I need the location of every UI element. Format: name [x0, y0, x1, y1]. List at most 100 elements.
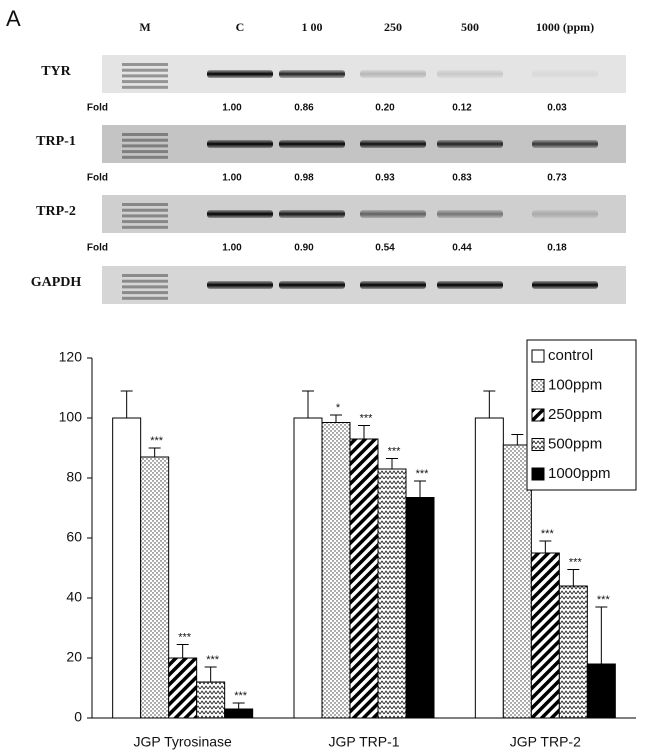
- legend-label: 100ppm: [548, 376, 602, 393]
- y-tick-label: 100: [59, 409, 83, 425]
- error-bar: [539, 541, 551, 553]
- gel-band: [360, 281, 426, 289]
- marker-band: [122, 209, 168, 212]
- gel-band: [360, 210, 426, 218]
- significance: *: [336, 402, 341, 414]
- lane-label: M: [139, 20, 150, 34]
- significance: ***: [178, 631, 192, 643]
- fold-label: Fold: [87, 103, 108, 114]
- lane-label: 1000 (ppm): [536, 20, 594, 34]
- bar: [378, 469, 406, 718]
- fold-value: 0.18: [547, 243, 567, 254]
- panel-label: A: [6, 6, 21, 31]
- error-bar: [149, 448, 161, 457]
- gel-band: [532, 281, 598, 289]
- fold-value: 0.54: [375, 243, 395, 254]
- marker-band: [122, 144, 168, 147]
- bar: [197, 682, 225, 718]
- fold-value: 1.00: [222, 173, 242, 184]
- marker-band: [122, 74, 168, 77]
- marker-band: [122, 133, 168, 136]
- error-bar: [483, 391, 495, 418]
- gel-band: [279, 70, 345, 78]
- fold-label: Fold: [87, 173, 108, 184]
- significance: ***: [597, 594, 611, 606]
- fold-value: 0.93: [375, 173, 395, 184]
- marker-band: [122, 214, 168, 217]
- marker-band: [122, 80, 168, 83]
- marker-band: [122, 86, 168, 89]
- lane-label: 1 00: [302, 20, 323, 34]
- gene-label: TRP-1: [36, 134, 76, 149]
- fold-value: 1.00: [222, 103, 242, 114]
- significance: ***: [360, 412, 374, 424]
- x-tick-label: JGP TRP-1: [328, 734, 399, 750]
- marker-band: [122, 226, 168, 229]
- error-bar: [121, 391, 133, 418]
- gel-band: [437, 281, 503, 289]
- figure: A MC1 002505001000 (ppm)TYRFold1.000.860…: [0, 0, 648, 755]
- error-bar: [330, 415, 342, 423]
- fold-value: 0.73: [547, 173, 567, 184]
- fold-value: 0.12: [452, 103, 472, 114]
- y-tick-label: 40: [66, 589, 82, 605]
- bar: [406, 498, 434, 719]
- fold-value: 0.83: [452, 173, 472, 184]
- significance: ***: [206, 654, 220, 666]
- error-bar: [302, 391, 314, 418]
- significance: ***: [388, 445, 402, 457]
- marker-band: [122, 297, 168, 300]
- gene-label: TRP-2: [36, 204, 76, 219]
- error-bar: [358, 426, 370, 440]
- legend-label: 250ppm: [548, 406, 602, 423]
- fold-value: 0.20: [375, 103, 395, 114]
- gel-band: [207, 70, 273, 78]
- marker-band: [122, 150, 168, 153]
- fold-value: 0.98: [294, 173, 314, 184]
- gel-band: [437, 70, 503, 78]
- error-bar: [177, 645, 189, 659]
- significance: ***: [569, 556, 583, 568]
- gel-band: [437, 210, 503, 218]
- bar: [350, 439, 378, 718]
- marker-band: [122, 280, 168, 283]
- marker-band: [122, 220, 168, 223]
- bar: [587, 664, 615, 718]
- gel-band: [279, 281, 345, 289]
- gel-band: [207, 210, 273, 218]
- fold-label: Fold: [87, 243, 108, 254]
- error-bar: [233, 703, 245, 709]
- bar: [225, 709, 253, 718]
- lane-label: 500: [461, 20, 479, 34]
- bar: [294, 418, 322, 718]
- marker-band: [122, 63, 168, 66]
- significance: ***: [416, 468, 430, 480]
- error-bar: [205, 667, 217, 682]
- legend-swatch: [532, 439, 544, 451]
- legend-label: 1000ppm: [548, 465, 611, 482]
- legend-swatch: [532, 380, 544, 392]
- significance: ***: [234, 690, 248, 702]
- gel-band: [279, 140, 345, 148]
- marker-band: [122, 69, 168, 72]
- x-tick-label: JGP TRP-2: [510, 734, 581, 750]
- legend-label: 500ppm: [548, 435, 602, 452]
- fold-value: 1.00: [222, 243, 242, 254]
- lane-label: C: [236, 20, 245, 34]
- marker-band: [122, 285, 168, 288]
- y-tick-label: 80: [66, 469, 82, 485]
- bar: [322, 423, 350, 719]
- fold-value: 0.86: [294, 103, 314, 114]
- gel-band: [207, 281, 273, 289]
- bar: [531, 553, 559, 718]
- gel-band: [532, 210, 598, 218]
- marker-band: [122, 291, 168, 294]
- marker-band: [122, 156, 168, 159]
- legend-swatch: [532, 468, 544, 480]
- y-tick-label: 60: [66, 529, 82, 545]
- marker-band: [122, 203, 168, 206]
- marker-band: [122, 139, 168, 142]
- error-bar: [386, 459, 398, 470]
- legend-swatch: [532, 350, 544, 362]
- gel-band: [437, 140, 503, 148]
